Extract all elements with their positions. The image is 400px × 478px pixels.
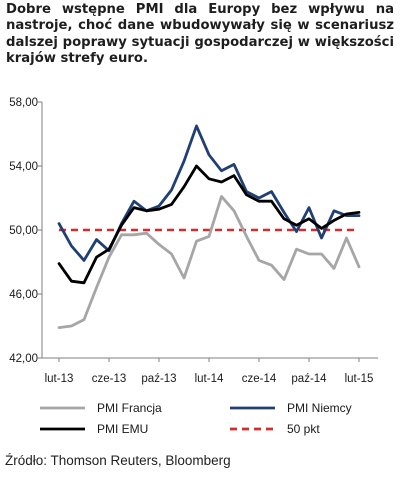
chart-axes: 42,00 46,00 50,00 54,00 58,00 lut-13 cze-13 paź…	[9, 97, 378, 385]
series-line-pmi-emu	[57, 164, 361, 285]
y-tick-label: 50,00	[9, 225, 38, 237]
x-tick-label: lut-13	[45, 373, 74, 385]
series-line-pmi-francja	[57, 194, 361, 330]
x-tick-label: paź-14	[291, 373, 327, 385]
chart-legend: PMI Francja PMI Niemcy PMI EMU 50 pkt	[40, 401, 352, 436]
chart-headline: Dobre wstępne PMI dla Europy bez wpływu …	[6, 2, 394, 66]
legend-label-pmi-niemcy: PMI Niemcy	[287, 401, 352, 415]
y-tick-label: 54,00	[9, 161, 38, 173]
x-tick-label: cze-13	[92, 373, 127, 385]
series-lines	[57, 124, 361, 330]
x-tick-label: lut-15	[345, 373, 374, 385]
legend-label-pmi-francja: PMI Francja	[97, 401, 162, 415]
x-tick-label: lut-14	[195, 373, 224, 385]
legend-label-pmi-emu: PMI EMU	[97, 422, 148, 436]
x-tick-label: paź-13	[141, 373, 176, 385]
y-tick-label: 58,00	[9, 97, 38, 109]
y-tick-label: 42,00	[9, 353, 38, 365]
x-tick-label: cze-14	[242, 373, 277, 385]
y-tick-label: 46,00	[9, 289, 38, 301]
source-note: Źródło: Thomson Reuters, Bloomberg	[5, 453, 231, 468]
legend-label-50-pkt: 50 pkt	[287, 422, 320, 436]
series-line-pmi-niemcy	[57, 124, 361, 262]
